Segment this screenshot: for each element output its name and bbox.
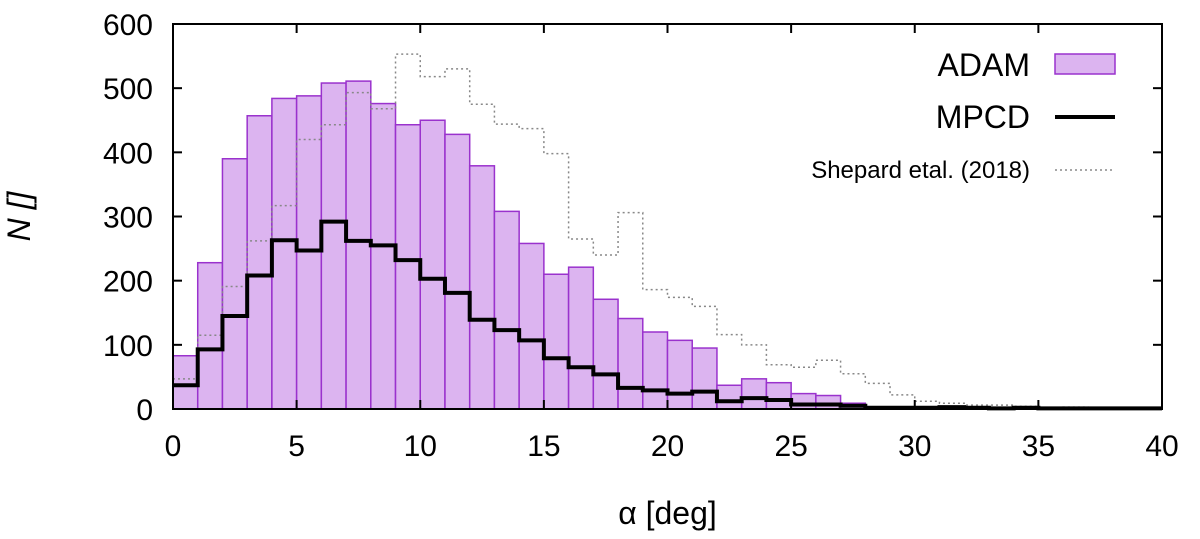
y-tick-labels: 0 100 200 300 400 500 600 (103, 9, 153, 427)
x-tick-label: 10 (404, 430, 437, 463)
adam-bar (543, 273, 570, 410)
adam-bar (666, 339, 693, 410)
adam-bar (642, 331, 669, 410)
x-tick-label: 30 (898, 430, 931, 463)
adam-bar (468, 165, 496, 410)
adam-bar (246, 115, 273, 410)
adam-bar (221, 158, 248, 410)
legend-swatch-adam (1054, 53, 1116, 75)
x-tick-label: 15 (527, 430, 560, 463)
adam-bar (567, 266, 595, 410)
x-tick-label: 35 (1022, 430, 1055, 463)
ticks-layer (172, 23, 1163, 410)
x-tick-label: 25 (774, 430, 807, 463)
x-tick-labels: 0 5 10 15 20 25 30 35 40 (165, 430, 1179, 463)
adam-bar (271, 97, 298, 410)
adam-bar (518, 242, 545, 410)
adam-bar (419, 119, 446, 410)
adam-bar (716, 384, 743, 410)
adam-bar (740, 378, 768, 410)
adam-bar (691, 347, 718, 410)
y-axis-title: N [] (1, 191, 37, 242)
x-axis-title: α [deg] (618, 495, 717, 531)
adam-bar (592, 298, 619, 410)
mpcd-series (173, 219, 1162, 411)
adam-bar (617, 317, 644, 410)
adam-bar (765, 381, 792, 410)
adam-bar (394, 123, 421, 410)
adam-bar (320, 82, 347, 410)
legend-label-adam: ADAM (938, 47, 1030, 83)
adam-bars (172, 80, 1163, 410)
y-tick-label: 400 (103, 137, 153, 170)
adam-bar (345, 80, 372, 410)
adam-bar (790, 392, 817, 410)
legend-label-mpcd: MPCD (936, 99, 1030, 135)
adam-bar (370, 102, 397, 410)
adam-bar (172, 354, 199, 410)
y-tick-label: 600 (103, 9, 153, 42)
adam-bar (444, 133, 471, 410)
y-tick-label: 500 (103, 73, 153, 106)
y-tick-label: 0 (136, 394, 153, 427)
x-tick-label: 20 (651, 430, 684, 463)
legend-label-shepard: Shepard etal. (2018) (811, 157, 1030, 184)
mpcd-step-line (173, 219, 1162, 411)
x-tick-label: 0 (165, 430, 182, 463)
adam-bar (493, 210, 520, 410)
adam-bar (815, 394, 842, 410)
legend: ADAM MPCD Shepard etal. (2018) (811, 47, 1116, 184)
y-tick-label: 200 (103, 266, 153, 299)
x-tick-label: 40 (1145, 430, 1178, 463)
y-tick-label: 100 (103, 330, 153, 363)
y-tick-label: 300 (103, 202, 153, 235)
x-tick-label: 5 (288, 430, 305, 463)
